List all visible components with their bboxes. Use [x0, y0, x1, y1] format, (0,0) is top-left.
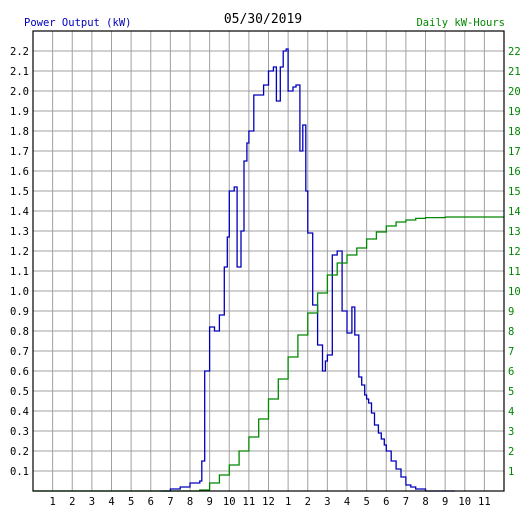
x-tick-label: 12	[262, 496, 275, 508]
right-tick-label: 2	[508, 446, 514, 458]
x-tick-label: 3	[89, 496, 95, 508]
right-tick-label: 18	[508, 126, 521, 138]
left-tick-label: 0.7	[10, 346, 29, 358]
left-tick-label: 1.2	[10, 246, 29, 258]
right-tick-label: 6	[508, 366, 514, 378]
x-tick-label: 7	[167, 496, 173, 508]
left-tick-label: 0.3	[10, 426, 29, 438]
left-tick-label: 0.5	[10, 386, 29, 398]
left-tick-label: 0.8	[10, 326, 29, 338]
right-tick-label: 19	[508, 106, 521, 118]
right-tick-label: 12	[508, 246, 521, 258]
left-tick-label: 2.1	[10, 66, 29, 78]
x-tick-label: 2	[305, 496, 311, 508]
left-tick-label: 2.0	[10, 86, 29, 98]
left-tick-label: 1.0	[10, 286, 29, 298]
daily-kwh-line	[33, 216, 504, 492]
plot-frame	[32, 30, 505, 492]
left-axis-title: Power Output (kW)	[24, 17, 131, 29]
right-tick-label: 16	[508, 166, 521, 178]
left-axis-ticks: 0.1 0.2 0.3 0.4 0.5 0.6 0.7 0.8 0.9 1.0 1.1 1.2 1.3 1…	[10, 46, 29, 478]
left-tick-label: 1.1	[10, 266, 29, 278]
series-group	[33, 48, 504, 492]
x-tick-label: 11	[478, 496, 491, 508]
left-tick-label: 0.6	[10, 366, 29, 378]
left-tick-label: 1.9	[10, 106, 29, 118]
right-tick-label: 13	[508, 226, 521, 238]
x-tick-label: 6	[383, 496, 389, 508]
right-axis-title: Daily kW-Hours	[416, 17, 505, 29]
right-tick-label: 5	[508, 386, 514, 398]
right-tick-label: 1	[508, 466, 514, 478]
left-tick-label: 1.5	[10, 186, 29, 198]
right-tick-label: 11	[508, 266, 521, 278]
x-tick-label: 10	[223, 496, 236, 508]
x-axis-ticks: 1 2 3 4 5 6 7 8 9 10 11 12 1 2 3 4 5 6 7 8 9 10 11	[49, 496, 490, 508]
x-tick-label: 10	[458, 496, 471, 508]
right-tick-label: 9	[508, 306, 514, 318]
power-output-line	[160, 48, 455, 492]
x-tick-label: 7	[403, 496, 409, 508]
right-tick-label: 7	[508, 346, 514, 358]
right-tick-label: 20	[508, 86, 521, 98]
left-tick-label: 0.9	[10, 306, 29, 318]
x-tick-label: 2	[69, 496, 75, 508]
right-tick-label: 8	[508, 326, 514, 338]
left-tick-label: 2.2	[10, 46, 29, 58]
left-tick-label: 1.4	[10, 206, 29, 218]
x-tick-label: 8	[187, 496, 193, 508]
x-tick-label: 4	[344, 496, 350, 508]
right-tick-label: 14	[508, 206, 521, 218]
x-tick-label: 8	[422, 496, 428, 508]
x-tick-label: 3	[324, 496, 330, 508]
right-tick-label: 17	[508, 146, 521, 158]
left-tick-label: 0.1	[10, 466, 29, 478]
x-tick-label: 5	[128, 496, 134, 508]
x-tick-label: 1	[49, 496, 55, 508]
x-tick-label: 11	[243, 496, 256, 508]
x-tick-label: 1	[285, 496, 291, 508]
chart-date-title: 05/30/2019	[224, 12, 302, 27]
left-tick-label: 1.8	[10, 126, 29, 138]
right-tick-label: 4	[508, 406, 514, 418]
right-tick-label: 21	[508, 66, 521, 78]
x-tick-label: 4	[108, 496, 114, 508]
right-tick-label: 22	[508, 46, 521, 58]
right-tick-label: 10	[508, 286, 521, 298]
grid	[33, 31, 504, 491]
left-tick-label: 0.2	[10, 446, 29, 458]
right-tick-label: 15	[508, 186, 521, 198]
x-tick-label: 9	[442, 496, 448, 508]
left-tick-label: 1.7	[10, 146, 29, 158]
x-tick-label: 5	[363, 496, 369, 508]
right-tick-label: 3	[508, 426, 514, 438]
left-tick-label: 0.4	[10, 406, 29, 418]
x-tick-label: 9	[206, 496, 212, 508]
x-tick-label: 6	[148, 496, 154, 508]
left-tick-label: 1.6	[10, 166, 29, 178]
left-tick-label: 1.3	[10, 226, 29, 238]
